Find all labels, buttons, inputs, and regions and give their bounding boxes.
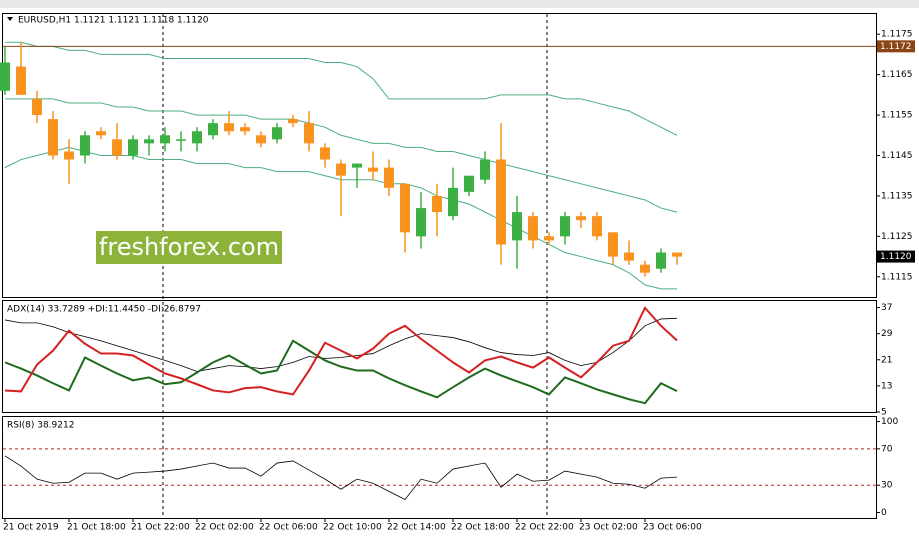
y-tick-label: 21 <box>881 355 892 365</box>
candle-body <box>128 139 138 156</box>
chart-title: EURUSD,H1 1.1121 1.1121 1.1118 1.1120 <box>18 16 209 26</box>
y-tick-label: 0 <box>881 508 887 518</box>
candle-body <box>96 131 106 136</box>
candle-body <box>416 208 426 237</box>
adx-panel <box>2 300 877 413</box>
candle-body <box>208 123 218 136</box>
rsi-panel <box>2 416 877 519</box>
candle-body <box>0 62 10 91</box>
level-label: 1.1172 <box>880 42 912 52</box>
candle-body <box>656 252 666 269</box>
candle-body <box>624 252 634 261</box>
candle-body <box>480 159 490 180</box>
candle-body <box>672 252 682 257</box>
candle-body <box>80 135 90 156</box>
x-tick-label: 22 Oct 02:00 <box>195 523 254 533</box>
y-tick-label: 1.1125 <box>881 232 913 242</box>
candle-body <box>112 139 122 156</box>
candle-body <box>272 127 282 140</box>
candle-body <box>256 135 266 144</box>
y-tick-label: 70 <box>881 444 893 454</box>
candle-body <box>576 216 586 221</box>
candle-body <box>320 147 330 160</box>
y-tick-label: 1.1175 <box>881 30 913 40</box>
menu-arrow <box>7 17 13 21</box>
candle-body <box>240 127 250 132</box>
x-tick-label: 21 Oct 22:00 <box>131 523 190 533</box>
x-tick-label: 23 Oct 02:00 <box>579 523 638 533</box>
last-price-box <box>877 250 915 263</box>
candle-body <box>544 236 554 241</box>
candle-body <box>368 167 378 172</box>
candle-body <box>352 163 362 168</box>
rsi-title: RSI(8) 38.9212 <box>7 421 74 431</box>
y-tick-label: 37 <box>881 303 892 313</box>
y-tick-label: 1.1145 <box>881 151 913 161</box>
candle-body <box>464 175 474 192</box>
indicator-line <box>4 317 678 372</box>
indicator-line <box>4 455 678 500</box>
last-price-label: 1.1120 <box>880 252 912 262</box>
x-tick-label: 22 Oct 06:00 <box>259 523 318 533</box>
candle-body <box>304 123 314 144</box>
candle-body <box>400 183 410 233</box>
watermark-box <box>96 231 282 264</box>
x-tick-label: 22 Oct 10:00 <box>323 523 382 533</box>
y-tick-label: 13 <box>881 381 892 391</box>
candle-body <box>608 232 618 257</box>
candle-body <box>528 216 538 241</box>
candle-body <box>176 139 186 141</box>
candle-body <box>192 131 202 144</box>
candle-body <box>336 163 346 176</box>
y-tick-label: 5 <box>881 408 887 418</box>
y-tick-label: 1.1155 <box>881 111 913 121</box>
candle-body <box>160 135 170 144</box>
x-tick-label: 21 Oct 2019 <box>3 523 59 533</box>
y-tick-label: 30 <box>881 481 893 491</box>
candle-body <box>384 167 394 188</box>
toolbar-strip <box>0 0 919 8</box>
candle-body <box>288 119 298 124</box>
y-tick-label: 1.1135 <box>881 191 913 201</box>
adx-title: ADX(14) 33.7289 +DI:11.4450 -DI:26.8797 <box>7 305 201 315</box>
indicator-line <box>4 306 678 396</box>
y-tick-label: 100 <box>881 417 898 427</box>
x-tick-label: 21 Oct 18:00 <box>67 523 126 533</box>
x-tick-label: 23 Oct 06:00 <box>643 523 702 533</box>
candle-body <box>432 195 442 213</box>
x-tick-label: 22 Oct 14:00 <box>387 523 446 533</box>
candle-body <box>144 139 154 144</box>
candle-body <box>448 187 458 217</box>
watermark: freshforex.com <box>99 233 279 261</box>
band-middle <box>5 98 678 213</box>
y-tick-label: 1.1115 <box>881 272 913 282</box>
x-tick-label: 22 Oct 22:00 <box>515 523 574 533</box>
candle-body <box>496 159 506 245</box>
y-tick-label: 29 <box>881 329 893 339</box>
indicator-line <box>4 339 678 405</box>
x-tick-label: 22 Oct 18:00 <box>451 523 510 533</box>
candle-body <box>640 264 650 273</box>
level-box <box>877 40 915 53</box>
candle-body <box>16 66 26 95</box>
candle-body <box>560 216 570 237</box>
candle-body <box>32 98 42 116</box>
band-upper <box>5 41 678 136</box>
candle-body <box>48 119 58 156</box>
candle-body <box>64 151 74 160</box>
candle-body <box>592 216 602 237</box>
y-tick-label: 1.1165 <box>881 70 913 80</box>
candle-body <box>224 123 234 132</box>
candle-body <box>512 212 522 241</box>
